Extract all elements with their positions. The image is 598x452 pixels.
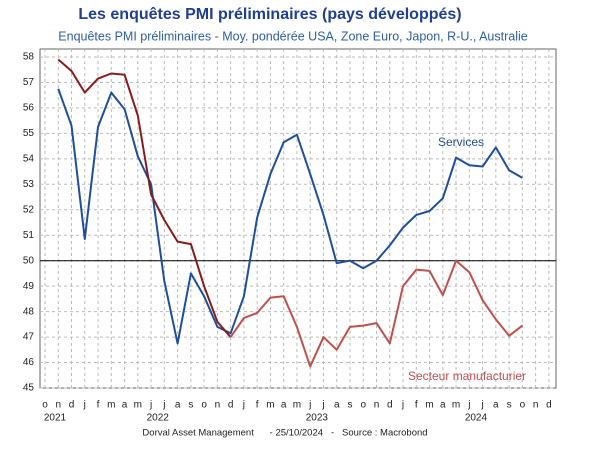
x-tick-label: j [467, 400, 470, 411]
x-tick-label: j [480, 400, 483, 411]
year-label: 2022 [147, 413, 170, 424]
x-tick-label: o [520, 400, 526, 411]
line-series [57, 88, 523, 345]
y-tick-label: 50 [23, 255, 35, 266]
y-tick-label: 46 [23, 357, 35, 368]
chart-subtitle: Enquêtes PMI préliminaires - Moy. pondér… [58, 29, 527, 43]
x-tick-label: m [425, 400, 433, 411]
x-tick-label: d [546, 400, 552, 411]
year-label: 2024 [465, 413, 488, 424]
y-tick-label: 55 [23, 128, 35, 139]
line-series [57, 58, 232, 338]
x-tick-label: a [440, 400, 446, 411]
x-tick-label: n [55, 400, 61, 411]
y-tick-label: 51 [23, 230, 35, 241]
x-tick-label: j [308, 400, 311, 411]
x-tick-label: f [415, 400, 418, 411]
x-tick-label: m [134, 400, 142, 411]
year-label: 2023 [306, 413, 329, 424]
x-tick-label: s [507, 400, 512, 411]
x-tick-label: d [69, 400, 75, 411]
x-tick-label: n [533, 400, 539, 411]
series-label: Secteur manufacturier [408, 369, 526, 383]
x-tick-label: d [387, 400, 393, 411]
y-tick-label: 45 [23, 383, 35, 394]
x-tick-label: f [256, 400, 259, 411]
line-series [229, 259, 524, 368]
y-tick-label: 58 [23, 52, 35, 63]
footer: Dorval Asset Management - 25/10/2024 - S… [142, 428, 427, 439]
x-tick-label: a [281, 400, 287, 411]
x-tick-label: m [452, 400, 460, 411]
x-tick-label: a [493, 400, 499, 411]
chart-title: Les enquêtes PMI préliminaires (pays dév… [78, 6, 461, 23]
x-tick-label: a [122, 400, 128, 411]
x-tick-label: a [175, 400, 181, 411]
y-tick-label: 49 [23, 281, 35, 292]
x-tick-label: j [242, 400, 245, 411]
y-tick-label: 52 [23, 204, 35, 215]
x-tick-label: j [162, 400, 165, 411]
series-label: Services [438, 135, 484, 149]
x-tick-label: m [107, 400, 115, 411]
x-tick-label: o [360, 400, 366, 411]
y-tick-label: 57 [23, 77, 35, 88]
x-tick-label: f [97, 400, 100, 411]
x-tick-label: j [321, 400, 324, 411]
x-tick-label: n [215, 400, 221, 411]
y-tick-label: 48 [23, 306, 35, 317]
x-tick-label: o [42, 400, 48, 411]
x-tick-label: s [188, 400, 193, 411]
x-tick-label: n [374, 400, 380, 411]
x-tick-label: j [401, 400, 404, 411]
year-label: 2021 [44, 413, 67, 424]
x-tick-label: a [334, 400, 340, 411]
y-tick-label: 47 [23, 332, 35, 343]
x-tick-label: j [83, 400, 86, 411]
x-tick-label: s [347, 400, 352, 411]
x-tick-label: j [149, 400, 152, 411]
x-tick-label: m [293, 400, 301, 411]
y-tick-label: 54 [23, 153, 35, 164]
x-tick-label: d [228, 400, 234, 411]
x-tick-label: o [201, 400, 207, 411]
x-tick-label: m [266, 400, 274, 411]
y-tick-label: 56 [23, 103, 35, 114]
y-tick-label: 53 [23, 179, 35, 190]
